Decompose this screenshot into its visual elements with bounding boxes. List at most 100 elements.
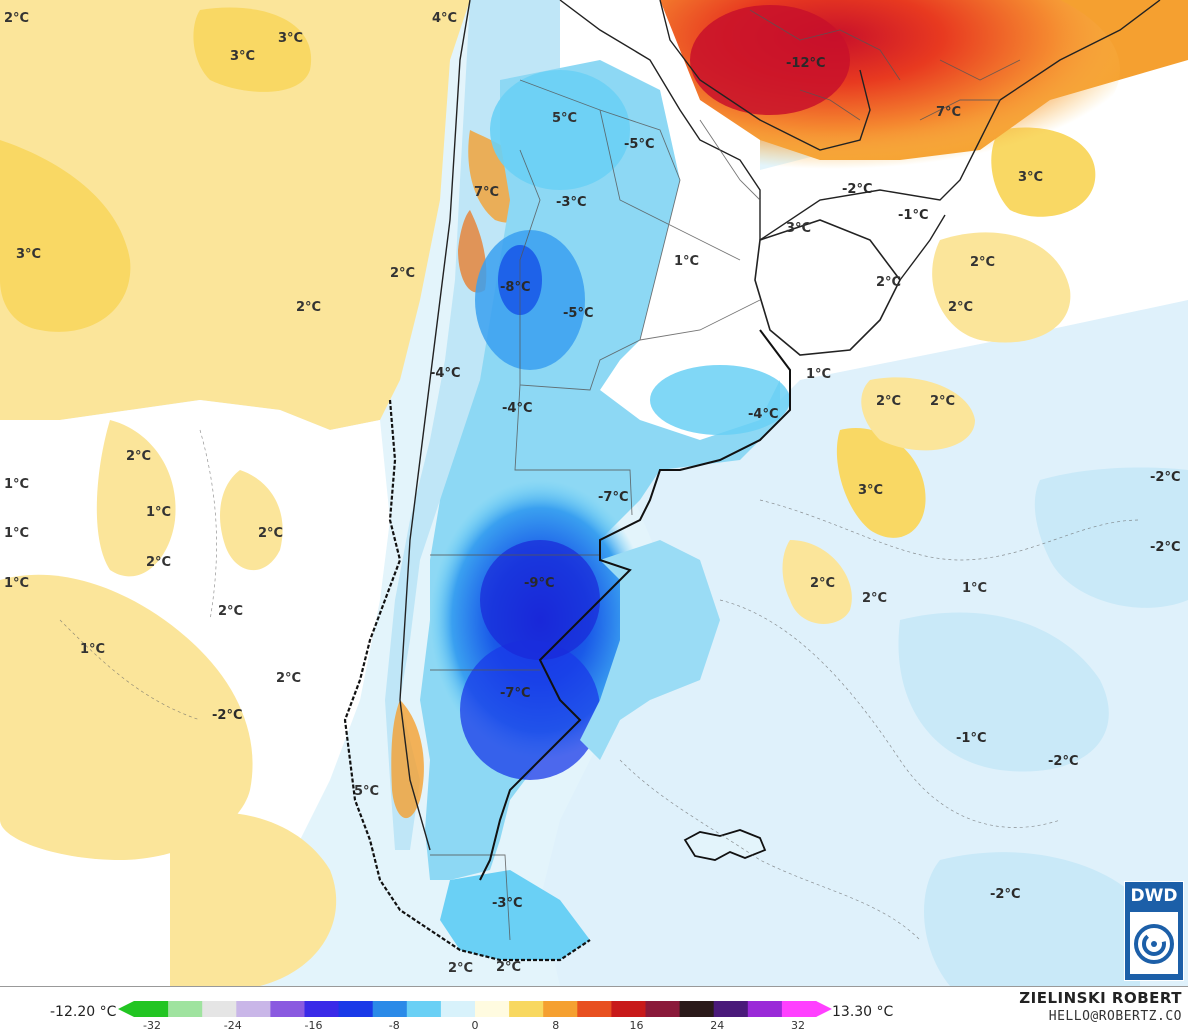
atlantic-cool-patch — [898, 612, 1109, 772]
colorbar-segment — [509, 1001, 544, 1017]
temperature-label: -2°C — [1150, 470, 1180, 485]
temperature-label: 2°C — [146, 555, 171, 570]
colorbar-min-label: -12.20 °C — [50, 1004, 117, 1020]
temperature-label: 4°C — [432, 11, 457, 26]
pacific-warm-patch — [96, 420, 176, 577]
colorbar-left-arrow — [118, 1001, 134, 1017]
colorbar-tick-label: -24 — [223, 1019, 242, 1032]
temperature-label: 2°C — [218, 604, 243, 619]
temperature-label: 1°C — [4, 526, 29, 541]
colorbar-tick-label: -16 — [304, 1019, 323, 1032]
temperature-label: -2°C — [212, 708, 242, 723]
temperature-label: 3°C — [858, 483, 883, 498]
colorbar-segment — [747, 1001, 783, 1017]
pacific-warm-patch — [193, 7, 312, 92]
offshore-cold-area — [580, 540, 720, 760]
temperature-label: 3°C — [16, 247, 41, 262]
temperature-label: 3°C — [230, 49, 255, 64]
temperature-label: 5°C — [354, 784, 379, 799]
temperature-label: 2°C — [448, 961, 473, 976]
colorbar-segment — [611, 1001, 646, 1017]
colorbar-segment — [270, 1001, 305, 1017]
colorbar-segment — [475, 1001, 510, 1017]
colorbar-segment — [202, 1001, 237, 1017]
temperature-label: 2°C — [948, 300, 973, 315]
colorbar-tick-label: -8 — [388, 1019, 400, 1032]
andes-warm-patch — [458, 210, 487, 293]
temperature-label: 5°C — [552, 111, 577, 126]
atlantic-warm-patch — [836, 428, 926, 538]
temperature-label: -8°C — [500, 280, 530, 295]
colorbar-tick-label: 8 — [552, 1019, 560, 1032]
temperature-label: -3°C — [492, 896, 522, 911]
dwd-logo-box — [1130, 912, 1178, 974]
temperature-label: -9°C — [524, 576, 554, 591]
spiral-icon — [1134, 924, 1174, 964]
temperature-label: 2°C — [810, 576, 835, 591]
colorbar-segment — [406, 1001, 442, 1017]
temperature-map: 2°C 4°C 3°C 3°C 3°C 2°C 2°C 5°C 7°C -3°C -8°C -5°C -… — [0, 0, 1188, 986]
dwd-logo: DWD — [1124, 881, 1184, 981]
colorbar-segment — [372, 1001, 408, 1017]
atlantic-warm-patch — [782, 540, 852, 624]
province-borders — [430, 9, 1021, 941]
temperature-label: 3°C — [1018, 170, 1043, 185]
colorbar-segment — [543, 1001, 578, 1017]
temperature-label: 2°C — [876, 394, 901, 409]
colorbar-segment — [781, 1001, 817, 1017]
temperature-label: 2°C — [258, 526, 283, 541]
temperature-label: 2°C — [496, 960, 521, 975]
temperature-label: 1°C — [146, 505, 171, 520]
colorbar-right-arrow — [816, 1001, 832, 1017]
dwd-logo-text: DWD — [1130, 886, 1178, 906]
pacific-warm-area — [0, 0, 470, 430]
temperature-label: -5°C — [624, 137, 654, 152]
temperature-label: 7°C — [936, 105, 961, 120]
atlantic-warm-patch — [861, 377, 975, 451]
temperature-label: 1°C — [962, 581, 987, 596]
temperature-label: 2°C — [296, 300, 321, 315]
temperature-labels: 2°C 4°C 3°C 3°C 3°C 2°C 2°C 5°C 7°C -3°C -8°C -5°C -… — [0, 0, 1180, 976]
temperature-label: -2°C — [842, 182, 872, 197]
colorbar-segment — [577, 1001, 612, 1017]
tierra-del-fuego-area — [440, 870, 590, 960]
colorbar-segment — [645, 1001, 681, 1017]
colorbar-tick-label: 16 — [629, 1019, 644, 1032]
cold-patch — [650, 365, 790, 435]
country-borders — [399, 0, 1161, 851]
atlantic-cool-patch — [923, 852, 1140, 986]
colorbar — [118, 1001, 832, 1017]
colorbar-segment — [679, 1001, 715, 1017]
patagonia-cold-core — [480, 540, 600, 660]
colorbar-segment — [236, 1001, 271, 1017]
temperature-label: 3°C — [786, 221, 811, 236]
temperature-label: -4°C — [748, 407, 778, 422]
temperature-label: 2°C — [126, 449, 151, 464]
chilean-coastline — [343, 399, 591, 962]
atlantic-area — [540, 300, 1188, 986]
temperature-label: -2°C — [1048, 754, 1078, 769]
colorbar-segment — [440, 1001, 476, 1017]
colorbar-segment — [304, 1001, 340, 1017]
temperature-label: -12°C — [786, 56, 826, 71]
pacific-warm-south-patch — [170, 812, 337, 986]
colorbar-tick-label: 0 — [471, 1019, 479, 1032]
temperature-label: -4°C — [502, 401, 532, 416]
brazil-hot-peak — [690, 5, 850, 115]
colorbar-tick-label: 24 — [710, 1019, 725, 1032]
colorbar-tick-label: 32 — [791, 1019, 805, 1032]
temperature-label: 3°C — [278, 31, 303, 46]
temperature-label: 2°C — [276, 671, 301, 686]
temperature-label: -2°C — [0, 0, 30, 4]
temperature-label: 1°C — [806, 367, 831, 382]
temperature-label: 7°C — [474, 185, 499, 200]
colorbar-max-label: 13.30 °C — [832, 1004, 894, 1020]
cold-patch — [490, 70, 630, 190]
temperature-label: -2°C — [990, 887, 1020, 902]
colorbar-tick-label: -32 — [143, 1019, 161, 1032]
pacific-warm-patch — [220, 470, 283, 571]
uruguay-outline — [754, 219, 901, 356]
temperature-label: 2°C — [862, 591, 887, 606]
patagonia-cold-core — [460, 640, 600, 780]
temperature-label: 2°C — [930, 394, 955, 409]
